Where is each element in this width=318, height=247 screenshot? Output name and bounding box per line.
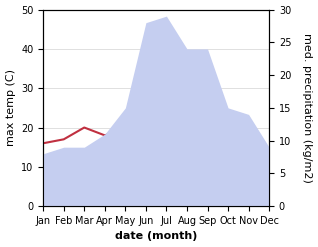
- Y-axis label: med. precipitation (kg/m2): med. precipitation (kg/m2): [302, 33, 313, 183]
- X-axis label: date (month): date (month): [115, 231, 197, 242]
- Y-axis label: max temp (C): max temp (C): [5, 69, 16, 146]
